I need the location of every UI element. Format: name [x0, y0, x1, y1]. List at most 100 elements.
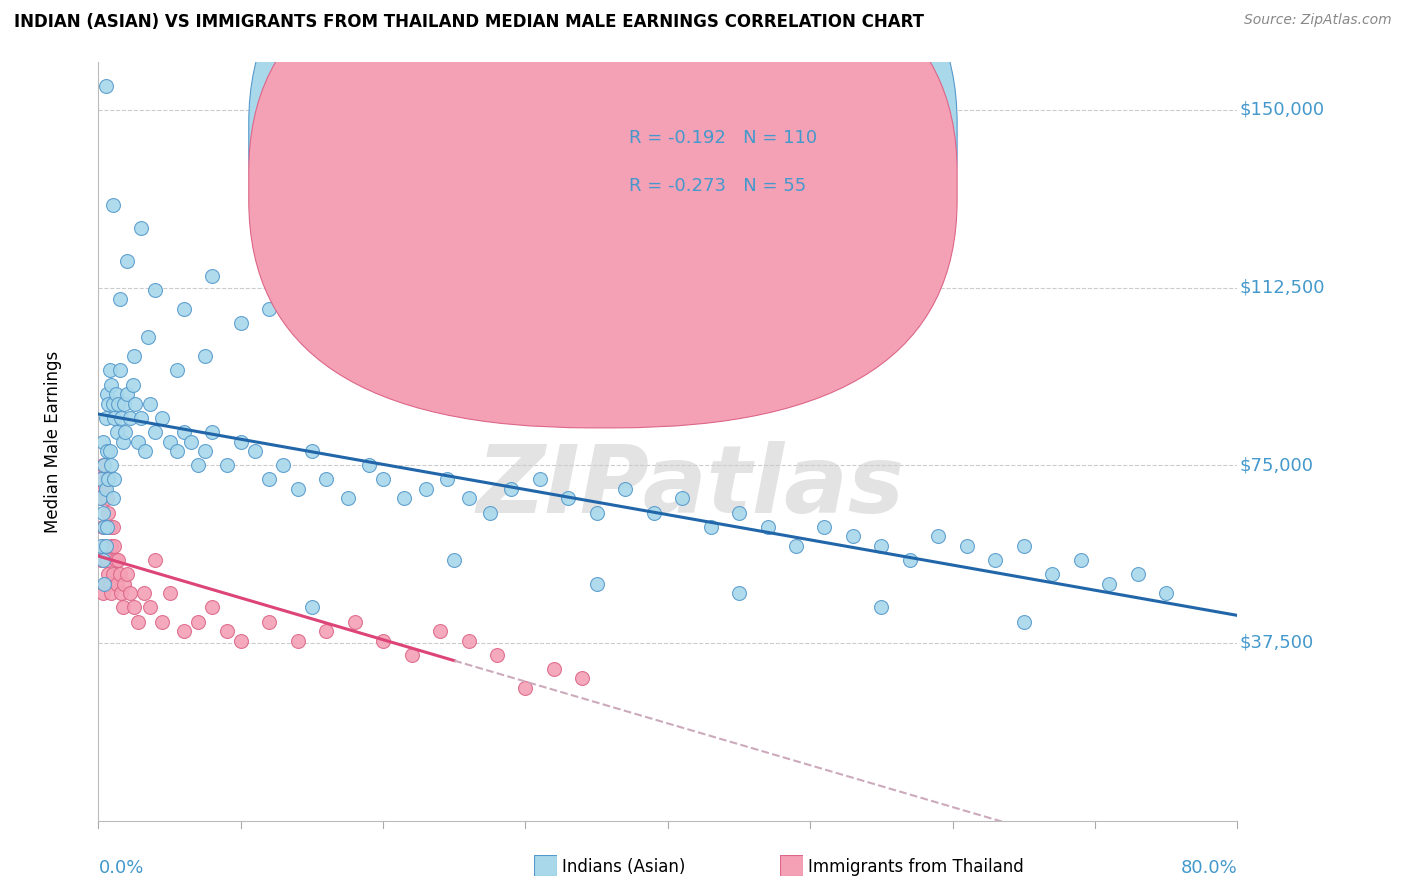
- Point: [93, 458, 115, 473]
- Point: [122, 349, 145, 363]
- Point: [101, 197, 124, 211]
- Point: [118, 586, 141, 600]
- Point: [91, 586, 114, 600]
- Point: [259, 473, 281, 487]
- Point: [93, 576, 115, 591]
- Point: [259, 301, 281, 316]
- Point: [100, 458, 122, 473]
- Point: [101, 567, 124, 582]
- Point: [96, 491, 118, 506]
- Point: [259, 615, 281, 629]
- Point: [94, 482, 117, 496]
- Point: [107, 553, 129, 567]
- Point: [1126, 567, 1149, 582]
- Point: [585, 576, 607, 591]
- Point: [90, 491, 112, 506]
- Point: [110, 410, 132, 425]
- Point: [98, 520, 121, 534]
- Point: [756, 520, 779, 534]
- Point: [107, 396, 129, 410]
- Point: [101, 491, 124, 506]
- Point: [543, 662, 565, 676]
- Point: [557, 491, 579, 506]
- Point: [114, 425, 136, 439]
- Point: [173, 301, 195, 316]
- Point: [91, 520, 114, 534]
- Point: [96, 553, 118, 567]
- Point: [90, 473, 112, 487]
- Point: [187, 615, 209, 629]
- Point: [301, 444, 323, 458]
- Point: [927, 529, 949, 543]
- Point: [357, 458, 380, 473]
- Point: [96, 387, 118, 401]
- Point: [97, 396, 120, 410]
- Point: [104, 387, 127, 401]
- Point: [1070, 553, 1092, 567]
- Point: [229, 434, 252, 449]
- Point: [103, 539, 125, 553]
- Point: [643, 506, 665, 520]
- Point: [97, 473, 120, 487]
- Point: [91, 458, 114, 473]
- Point: [89, 473, 111, 487]
- Point: [166, 363, 188, 377]
- Point: [105, 425, 128, 439]
- Point: [122, 600, 145, 615]
- Point: [336, 491, 359, 506]
- FancyBboxPatch shape: [576, 115, 896, 214]
- Point: [91, 434, 114, 449]
- Point: [956, 539, 979, 553]
- Point: [136, 330, 159, 344]
- Text: $75,000: $75,000: [1240, 456, 1313, 475]
- Point: [94, 473, 117, 487]
- Text: Source: ZipAtlas.com: Source: ZipAtlas.com: [1244, 13, 1392, 28]
- Point: [115, 387, 138, 401]
- Point: [91, 506, 114, 520]
- Point: [429, 624, 451, 639]
- Point: [373, 473, 395, 487]
- FancyBboxPatch shape: [249, 0, 957, 379]
- Point: [436, 473, 458, 487]
- Point: [112, 396, 135, 410]
- Point: [984, 553, 1007, 567]
- Point: [127, 615, 149, 629]
- Text: 80.0%: 80.0%: [1181, 858, 1237, 877]
- Point: [515, 681, 537, 695]
- Point: [699, 520, 721, 534]
- Point: [201, 600, 224, 615]
- Text: R = -0.192   N = 110: R = -0.192 N = 110: [628, 128, 817, 146]
- Text: $112,500: $112,500: [1240, 278, 1324, 296]
- Point: [159, 434, 181, 449]
- Point: [98, 444, 121, 458]
- Point: [457, 633, 479, 648]
- Point: [134, 444, 156, 458]
- Point: [145, 553, 167, 567]
- Point: [187, 458, 209, 473]
- Point: [115, 567, 138, 582]
- Point: [108, 293, 131, 307]
- Point: [486, 648, 509, 662]
- Point: [1012, 615, 1035, 629]
- Point: [1154, 586, 1177, 600]
- Text: Indians (Asian): Indians (Asian): [562, 858, 686, 876]
- Point: [94, 520, 117, 534]
- Point: [478, 506, 501, 520]
- Point: [229, 633, 252, 648]
- Point: [121, 377, 143, 392]
- FancyBboxPatch shape: [249, 0, 957, 428]
- Point: [785, 539, 807, 553]
- Point: [145, 283, 167, 297]
- Point: [100, 539, 122, 553]
- Point: [132, 586, 155, 600]
- Point: [101, 520, 124, 534]
- Point: [97, 506, 120, 520]
- Point: [104, 553, 127, 567]
- Point: [94, 79, 117, 94]
- Point: [273, 458, 295, 473]
- Text: INDIAN (ASIAN) VS IMMIGRANTS FROM THAILAND MEDIAN MALE EARNINGS CORRELATION CHAR: INDIAN (ASIAN) VS IMMIGRANTS FROM THAILA…: [14, 13, 924, 31]
- Point: [94, 410, 117, 425]
- Point: [870, 600, 893, 615]
- Point: [315, 624, 337, 639]
- Point: [287, 482, 309, 496]
